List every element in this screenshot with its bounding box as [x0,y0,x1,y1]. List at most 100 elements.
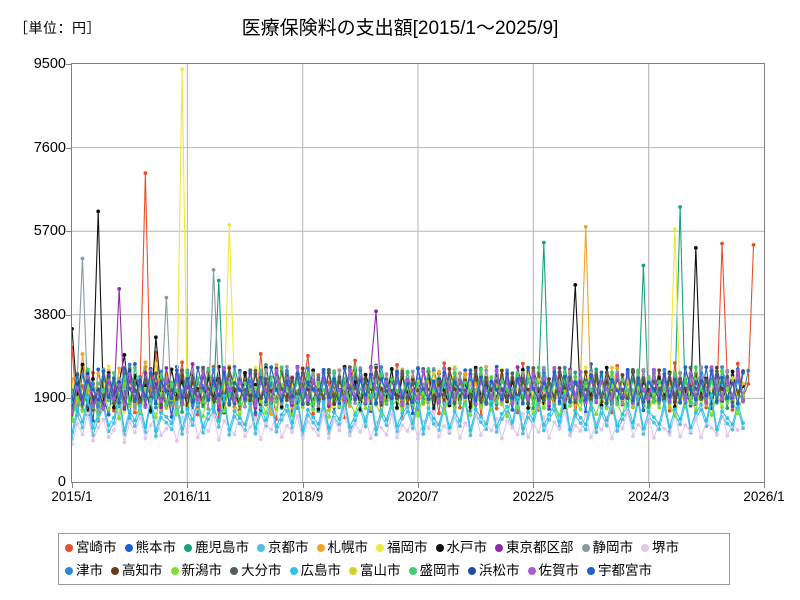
data-point-marker [153,429,158,433]
data-point-marker [306,380,310,385]
data-point-marker [316,407,321,411]
data-point-marker [421,426,426,431]
data-point-marker [410,426,415,431]
x-tick-mark [72,483,73,488]
data-point-marker [243,422,247,427]
data-point-marker [499,387,504,392]
data-point-marker [201,425,205,429]
legend-item-静岡市[interactable]: 静岡市 [581,541,633,555]
data-point-marker [646,380,651,385]
legend-item-大分市[interactable]: 大分市 [230,564,282,578]
data-point-marker [290,420,295,425]
data-point-marker [248,425,253,429]
legend-item-広島市[interactable]: 広島市 [289,564,341,578]
data-point-marker [725,399,730,403]
legend-item-東京都区部[interactable]: 東京都区部 [495,541,574,555]
legend-item-京都市[interactable]: 京都市 [257,541,309,555]
data-point-marker [505,404,510,409]
legend-item-堺市[interactable]: 堺市 [641,541,679,555]
data-point-marker [232,381,237,385]
legend-item-高知市[interactable]: 高知市 [111,564,163,578]
data-point-marker [190,362,195,366]
data-point-marker [709,379,714,384]
data-point-marker [274,407,279,412]
data-point-marker [96,398,101,403]
legend-marker-icon [184,544,192,552]
data-point-marker [568,375,572,380]
data-point-marker [547,381,551,386]
legend-item-水戸市[interactable]: 水戸市 [435,540,488,556]
data-point-marker [573,423,578,428]
data-point-marker [80,362,85,367]
legend-item-津市[interactable]: 津市 [65,564,103,578]
data-point-marker [568,381,572,386]
data-point-marker [400,423,405,428]
data-point-marker [211,403,216,408]
data-point-marker [552,370,557,374]
series-canvas [72,64,764,482]
data-point-marker [222,418,226,423]
data-point-marker [720,405,724,410]
data-point-marker [625,367,630,372]
data-point-marker [326,414,331,419]
data-point-marker [153,388,158,393]
legend-item-熊本市[interactable]: 熊本市 [124,541,176,555]
data-point-marker [91,425,95,430]
data-point-marker [127,404,132,409]
data-point-marker [510,396,515,400]
data-point-marker [573,282,578,287]
data-point-marker [169,400,174,405]
data-point-marker [526,396,530,401]
data-point-marker [153,362,158,366]
data-point-marker [190,368,195,373]
data-point-marker [195,365,200,370]
legend-marker-icon [587,567,595,575]
legend-item-宮崎市[interactable]: 宮崎市 [65,541,117,555]
data-point-marker [112,405,116,410]
data-point-marker [96,371,101,376]
data-point-marker [494,429,499,434]
data-point-marker [190,389,195,393]
data-point-marker [625,396,630,401]
data-point-marker [174,400,179,405]
series-宇都宮市 [72,365,745,407]
legend-item-富山市[interactable]: 富山市 [349,564,401,578]
data-point-marker [709,365,714,370]
data-point-marker [594,373,599,377]
data-point-marker [216,401,221,406]
data-point-marker [405,395,410,400]
legend-label: 水戸市 [446,540,488,556]
y-tick-mark [66,231,71,233]
data-point-marker [704,393,709,398]
legend-item-福岡市[interactable]: 福岡市 [376,541,428,555]
data-point-marker [222,409,226,414]
data-point-marker [541,406,546,410]
data-point-marker [536,378,541,382]
data-point-marker [531,366,536,370]
data-point-marker [714,369,719,374]
data-point-marker [358,387,363,392]
data-point-marker [510,387,515,392]
data-point-marker [285,403,289,408]
data-point-marker [395,363,399,367]
data-point-marker [311,408,316,413]
legend-item-札幌市[interactable]: 札幌市 [316,541,368,555]
legend-item-新潟市[interactable]: 新潟市 [170,564,222,578]
y-tick-label: 1900 [33,390,66,407]
data-point-marker [531,422,536,427]
legend-item-宇都宮市[interactable]: 宇都宮市 [587,564,652,578]
data-point-marker [101,369,106,374]
legend-item-鹿児島市[interactable]: 鹿児島市 [184,541,249,555]
data-point-marker [693,411,698,415]
data-point-marker [720,365,724,370]
data-point-marker [709,393,714,398]
data-point-marker [604,423,609,428]
data-point-marker [431,370,436,375]
data-point-marker [400,402,405,407]
data-point-marker [473,407,478,412]
legend-item-佐賀市[interactable]: 佐賀市 [527,564,579,578]
legend-label: 鹿児島市 [195,540,249,556]
legend-item-浜松市[interactable]: 浜松市 [468,564,520,578]
legend-item-盛岡市[interactable]: 盛岡市 [408,564,460,578]
